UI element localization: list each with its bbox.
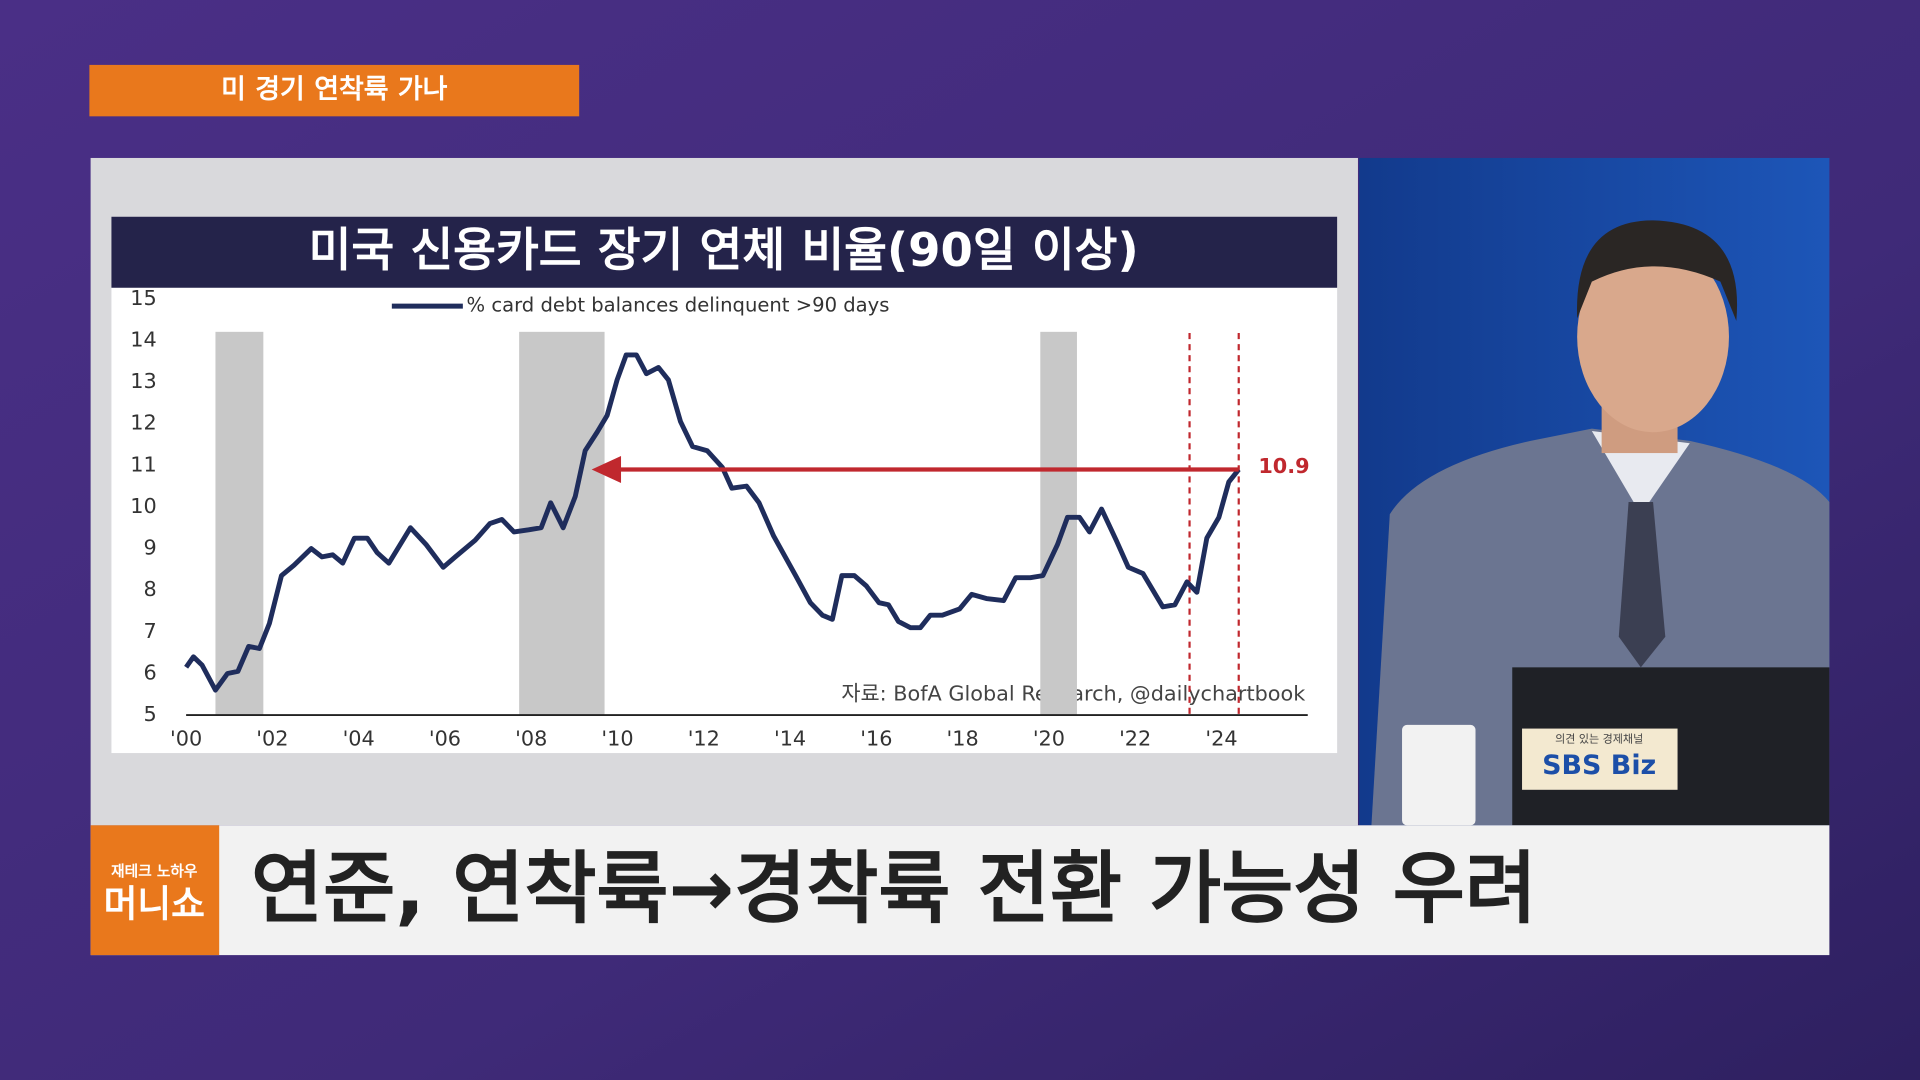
presenter-hair — [1576, 220, 1738, 321]
y-tick-label: 11 — [130, 452, 156, 476]
x-tick-label: '10 — [601, 727, 633, 751]
chart-title-band — [111, 216, 1338, 288]
y-tick-label: 8 — [144, 577, 157, 601]
x-tick-label: '14 — [774, 727, 806, 751]
x-tick-label: '20 — [1033, 727, 1065, 751]
logo-small: 재테크 노하우 — [111, 863, 198, 880]
y-tick-label: 14 — [130, 327, 156, 351]
x-tick-label: '22 — [1119, 727, 1151, 751]
y-tick-label: 5 — [144, 702, 157, 726]
y-tick-label: 9 — [144, 536, 157, 560]
tag-box — [89, 64, 580, 117]
lower-third — [90, 825, 1830, 956]
y-tick-label: 7 — [144, 619, 157, 643]
legend-label: % card debt balances delinquent >90 days — [467, 294, 890, 317]
x-tick-label: '08 — [515, 727, 547, 751]
logo-box — [90, 825, 220, 956]
recession-band — [1040, 331, 1077, 716]
presenter-tie — [1618, 502, 1666, 668]
x-tick-label: '00 — [170, 727, 202, 751]
presenter-head — [1577, 241, 1729, 433]
y-tick-label: 12 — [130, 411, 156, 435]
x-tick-label: '04 — [343, 727, 375, 751]
chart-title: 미국 신용카드 장기 연체 비율(90일 이상) — [309, 223, 1139, 277]
arrow-head — [591, 456, 622, 483]
sticker-slogan: 의견 있는 경제채널 — [1555, 733, 1643, 746]
logo-big: 머니쇼 — [104, 883, 205, 926]
plot: 5 6 7 8 9 10 11 12 13 14 15 '00 '02 '04 '06 '08 '10 '12 '1… — [130, 286, 1309, 751]
data-line — [184, 352, 1241, 693]
x-tick-label: '16 — [860, 727, 892, 751]
x-tick-label: '06 — [429, 727, 461, 751]
recession-band — [215, 331, 264, 716]
arrow-label: 10.9 — [1258, 454, 1309, 478]
x-tick-label: '02 — [256, 727, 288, 751]
tag-text: 미 경기 연착륙 가나 — [221, 74, 447, 105]
headline: 연준, 연착륙→경착륙 전환 가능성 우려 — [251, 843, 1537, 934]
cup — [1402, 724, 1476, 826]
y-tick-label: 13 — [130, 369, 156, 393]
laptop-sticker — [1522, 728, 1678, 790]
y-tick-label: 10 — [130, 494, 156, 518]
x-tick-label: '12 — [688, 727, 720, 751]
sticker-brand: SBS Biz — [1542, 750, 1656, 781]
y-tick-label: 6 — [144, 660, 157, 684]
y-tick-label: 15 — [130, 286, 156, 310]
x-tick-label: '24 — [1205, 727, 1237, 751]
x-tick-label: '18 — [947, 727, 979, 751]
chart-area — [111, 216, 1338, 754]
